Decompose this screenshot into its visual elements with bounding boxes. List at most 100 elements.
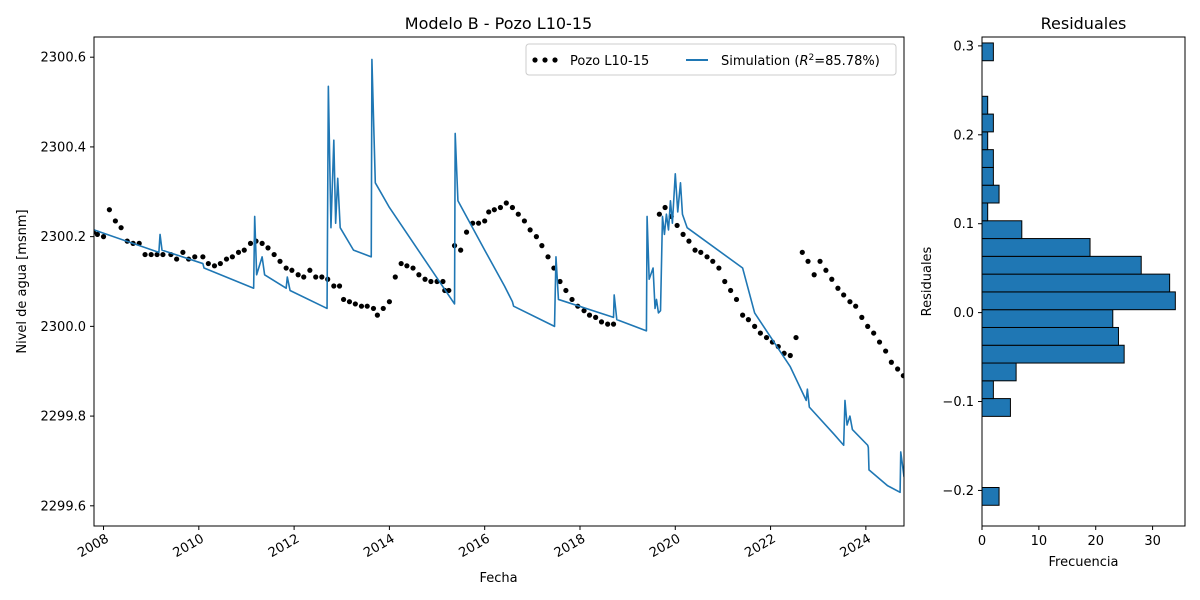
observed-point bbox=[515, 211, 521, 217]
legend-box bbox=[525, 43, 897, 76]
observed-point bbox=[823, 267, 829, 273]
observed-point bbox=[118, 225, 124, 231]
observed-point bbox=[340, 296, 347, 303]
observed-point bbox=[509, 204, 516, 211]
histogram-bar bbox=[981, 273, 1171, 293]
histogram-bar bbox=[981, 184, 1000, 204]
observed-point bbox=[346, 299, 353, 305]
histogram-x-axis-label: Frecuencia bbox=[1049, 555, 1119, 570]
observed-point bbox=[211, 263, 218, 269]
observed-point bbox=[563, 287, 569, 294]
main-y-ticks: 2299.6 2299.8 2300.0 2300.2 2300.4 2300.6 bbox=[41, 51, 94, 514]
legend-simulation-label: Simulation (R2=85.78%) bbox=[721, 53, 880, 69]
y-tick-label: 0.0 bbox=[953, 306, 974, 321]
main-chart-title: Modelo B - Pozo L10-15 bbox=[405, 14, 592, 33]
observed-point bbox=[722, 278, 728, 285]
histogram-bar bbox=[981, 309, 1114, 328]
x-tick-label: 0 bbox=[978, 534, 986, 549]
observed-point bbox=[295, 272, 301, 278]
observed-point bbox=[301, 274, 307, 280]
observed-point bbox=[895, 366, 901, 372]
observed-point bbox=[265, 245, 271, 251]
observed-point bbox=[160, 251, 166, 258]
observed-point bbox=[192, 254, 198, 260]
observed-point bbox=[235, 249, 242, 255]
observed-point bbox=[331, 283, 337, 289]
observed-point bbox=[142, 251, 148, 258]
observed-point bbox=[728, 287, 734, 294]
histogram-bar bbox=[981, 95, 989, 115]
y-tick-label: 2300.4 bbox=[41, 140, 87, 155]
y-tick-label: 0.1 bbox=[953, 217, 974, 232]
histogram-bar bbox=[981, 326, 1119, 346]
observed-point bbox=[482, 218, 488, 224]
observed-point bbox=[710, 258, 716, 264]
observed-point bbox=[380, 305, 386, 312]
observed-point bbox=[847, 299, 853, 305]
histogram-bar bbox=[981, 344, 1125, 364]
histogram-bar bbox=[981, 238, 1091, 257]
histogram-bar bbox=[981, 362, 1017, 382]
observed-point bbox=[503, 200, 509, 206]
histogram-bar bbox=[981, 291, 1176, 311]
observed-point bbox=[841, 292, 847, 298]
observed-point bbox=[386, 299, 392, 305]
observed-point bbox=[799, 249, 805, 255]
histogram-bar bbox=[981, 380, 994, 400]
observed-point bbox=[704, 254, 710, 260]
legend-simulation-r: R bbox=[799, 54, 808, 69]
histogram-bar bbox=[981, 255, 1142, 275]
observed-point bbox=[398, 260, 404, 267]
observed-point bbox=[463, 229, 470, 235]
observed-point bbox=[289, 267, 295, 273]
observed-point bbox=[486, 209, 492, 215]
histogram-title: Residuales bbox=[1041, 14, 1127, 33]
y-tick-label: 2300.6 bbox=[41, 51, 87, 66]
observed-point bbox=[829, 276, 835, 282]
y-tick-label: −0.1 bbox=[942, 395, 974, 410]
observed-point bbox=[364, 303, 370, 309]
y-tick-label: −0.2 bbox=[942, 484, 974, 499]
observed-point bbox=[440, 278, 446, 285]
observed-point bbox=[313, 274, 319, 280]
histogram-y-ticks: −0.2 −0.1 0.0 0.1 0.2 0.3 bbox=[942, 39, 982, 499]
y-tick-label: 2299.6 bbox=[41, 499, 87, 514]
histogram-x-ticks: 0 10 20 30 bbox=[978, 526, 1161, 549]
observed-point bbox=[410, 265, 416, 271]
histogram-bar bbox=[981, 113, 994, 133]
observed-point bbox=[217, 260, 223, 267]
observed-point bbox=[656, 211, 662, 217]
simulation-line bbox=[94, 58, 904, 494]
observed-point bbox=[148, 251, 154, 258]
observed-point bbox=[533, 234, 539, 240]
histogram-bar bbox=[981, 149, 994, 168]
observed-point bbox=[740, 312, 746, 318]
observed-point bbox=[247, 240, 254, 246]
observed-point bbox=[241, 247, 247, 253]
legend-observed-marker bbox=[552, 57, 558, 63]
x-tick-label: 20 bbox=[1087, 534, 1104, 549]
legend-simulation-prefix: Simulation ( bbox=[721, 54, 799, 69]
observed-point bbox=[745, 317, 751, 323]
observed-point bbox=[557, 278, 563, 285]
observed-point bbox=[716, 265, 722, 271]
observed-point bbox=[94, 231, 100, 237]
observed-point bbox=[404, 263, 410, 269]
residuals-histogram: Residuales 0 10 20 30 −0.2−0.10.00.10.20.3 … bbox=[920, 14, 1186, 570]
observed-point bbox=[900, 373, 904, 379]
observed-point bbox=[686, 238, 692, 244]
observed-point bbox=[259, 240, 265, 246]
observed-point bbox=[106, 207, 112, 213]
observed-point bbox=[698, 249, 704, 255]
observed-point bbox=[871, 330, 877, 336]
observed-point bbox=[545, 254, 551, 260]
observed-point bbox=[370, 305, 377, 312]
legend-observed-marker bbox=[532, 57, 538, 63]
legend-simulation-suffix: =85.78%) bbox=[814, 54, 880, 69]
observed-point bbox=[374, 312, 380, 318]
observed-point bbox=[811, 272, 817, 278]
observed-point bbox=[610, 321, 617, 327]
observed-point bbox=[680, 231, 686, 237]
observed-point bbox=[154, 251, 160, 258]
observed-point bbox=[883, 348, 889, 354]
